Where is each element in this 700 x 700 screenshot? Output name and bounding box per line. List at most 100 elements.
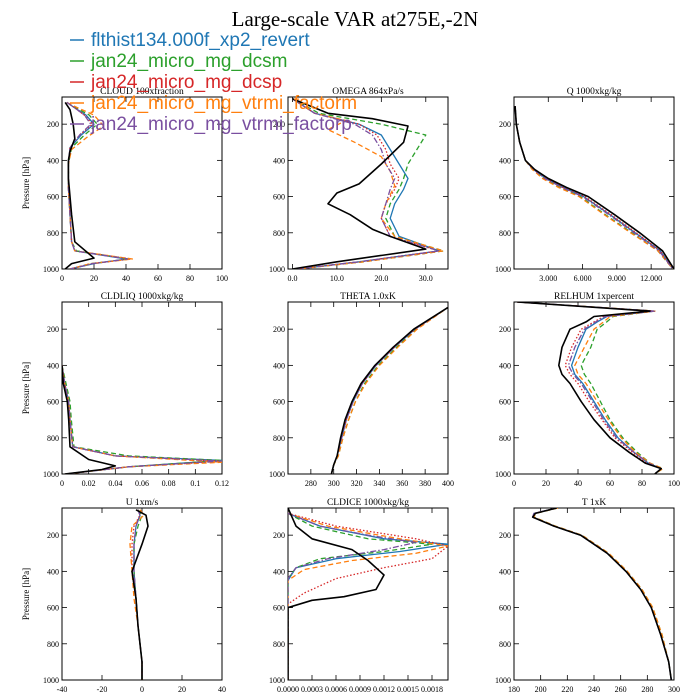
y-tick-label: 1000 [495,676,511,685]
y-tick-label: 400 [273,361,285,370]
y-tick-label: 1000 [43,265,59,274]
y-tick-label: 200 [47,531,59,540]
series-line-jan24_micro_mg_vtrmi_factorm [330,306,448,474]
series-line-jan24_micro_mg_dcsm [517,302,664,474]
x-tick-label: -20 [97,685,108,694]
x-tick-label: 0.04 [108,479,122,488]
x-tick-label: 40 [574,479,582,488]
x-tick-label: 0.0 [287,274,297,283]
y-tick-label: 200 [273,531,285,540]
panel-3: Q 1000xkg/kg 3.000 6.000 9.000 12.000 200 400 6… [495,87,675,283]
series-line-jan24_micro_mg_vtrmi_factorp [517,302,662,474]
series-line-black [292,98,427,269]
x-tick-label: 6.000 [574,274,592,283]
panel-9: T 1xK 180 200 220 240 260 280 300 200 400 600 800 10… [495,498,680,694]
series-group [62,365,222,474]
x-tick-label: -40 [57,685,68,694]
series-line-jan24_micro_mg_dcsp [532,508,672,680]
x-tick-label: 40 [218,685,226,694]
x-tick-label: 20.0 [374,274,388,283]
series-group [129,509,149,680]
x-tick-label: 360 [396,479,408,488]
y-tick-label: 1000 [43,676,59,685]
y-tick-label: 800 [499,434,511,443]
y-tick-label: 800 [273,640,285,649]
legend-entry: jan24_micro_mg_dcsp [90,72,282,93]
series-group [531,508,673,680]
y-tick-label: 200 [47,120,59,129]
legend: flthist134.000f_xp2_revertjan24_micro_mg… [70,30,357,135]
x-tick-label: 0.0006 [325,685,347,694]
series-group [514,106,674,269]
y-tick-label: 800 [273,229,285,238]
series-line-flthist134.000f_xp2_revert [288,512,448,680]
y-tick-label: 400 [273,156,285,165]
panel-8: CLDICE 1000xkg/kg 0.0000 0.0003 0.0006 0.000… [269,498,449,694]
y-tick-label: 1000 [495,470,511,479]
plot-frame [513,96,675,270]
series-line-jan24_micro_mg_vtrmi_factorp [532,508,672,680]
x-tick-label: 0.02 [82,479,96,488]
panel-title: CLDICE 1000xkg/kg [327,498,409,508]
y-tick-label: 600 [273,398,285,407]
y-axis-label: Pressure [hPa] [21,157,31,209]
series-line-jan24_micro_mg_dcsm [514,106,674,269]
panel-title: THETA 1.0xK [340,292,396,302]
y-tick-label: 600 [47,193,59,202]
x-tick-label: 30.0 [419,274,433,283]
y-axis-label: Pressure [hPa] [21,568,31,620]
x-tick-label: 0 [140,685,144,694]
series-line-jan24_micro_mg_vtrmi_factorm [514,106,674,269]
x-tick-label: 0.12 [215,479,229,488]
panel-6: RELHUM 1xpercent 0 20 40 60 80 100 200 400 600 800… [495,292,680,488]
x-tick-label: 80 [638,479,646,488]
series-line-black [288,508,385,680]
panel-2: OMEGA 864xPa/s 0.0 10.0 20.0 30.0 200 400 600 80… [269,87,449,283]
series-line-jan24_micro_mg_dcsm [288,512,433,680]
y-tick-label: 1000 [269,265,285,274]
y-tick-label: 600 [47,604,59,613]
series-line-jan24_micro_mg_dcsp [62,365,222,474]
plot-frame [287,96,449,270]
series-line-flthist134.000f_xp2_revert [517,302,662,474]
series-line-jan24_micro_mg_vtrmi_factorp [288,512,417,680]
x-tick-label: 0.08 [162,479,176,488]
series-line-black [531,508,673,680]
x-tick-label: 10.0 [330,274,344,283]
series-line-black [62,365,117,474]
x-tick-label: 240 [588,685,600,694]
x-tick-label: 280 [305,479,317,488]
panel-title: T 1xK [582,498,607,508]
x-tick-label: 0 [60,479,64,488]
x-tick-label: 0.0003 [301,685,323,694]
y-tick-label: 200 [273,325,285,334]
x-tick-label: 0.0009 [349,685,371,694]
x-tick-label: 400 [442,479,454,488]
y-tick-label: 400 [47,156,59,165]
series-line-jan24_micro_mg_vtrmi_factorm [533,508,672,680]
series-line-jan24_micro_mg_dcsp [517,302,662,474]
y-tick-label: 800 [499,229,511,238]
series-line-jan24_micro_mg_vtrmi_factorp [62,365,222,474]
panel-1: CLOUD 100xfraction 0 20 40 60 80 100 200 400 600 8… [21,86,228,283]
x-tick-label: 280 [641,685,653,694]
y-tick-label: 200 [499,120,511,129]
x-tick-label: 20 [542,479,550,488]
series-line-black [330,306,448,474]
y-tick-label: 400 [47,361,59,370]
series-line-jan24_micro_mg_vtrmi_factorp [514,106,674,269]
x-tick-label: 9.000 [608,274,626,283]
y-tick-label: 1000 [43,470,59,479]
x-tick-label: 100 [668,479,680,488]
series-line-jan24_micro_mg_dcsp [330,306,448,474]
plot-frame [61,96,223,270]
panel-7: U 1xm/s -40 -20 0 20 40 200 400 600 800 1000 Pressu… [21,498,226,694]
x-tick-label: 340 [373,479,385,488]
series-line-jan24_micro_mg_vtrmi_factorm [129,509,145,680]
x-tick-label: 260 [615,685,627,694]
series-line-jan24_micro_mg_vtrmi_factorm [517,302,664,474]
series-line-jan24_micro_mg_dcsm [66,101,130,269]
y-tick-label: 200 [499,325,511,334]
y-tick-label: 600 [499,398,511,407]
